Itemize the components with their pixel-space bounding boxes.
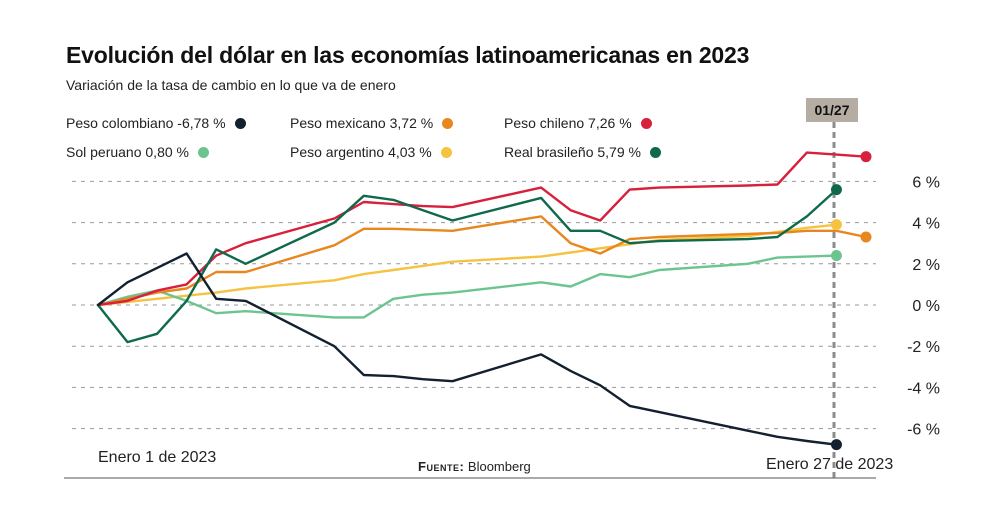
series-line-peso-argentino: [96, 223, 838, 307]
legend-dot-icon: [440, 146, 452, 158]
chart-subtitle: Variación de la tasa de cambio en lo que…: [66, 77, 396, 93]
series-end-dot-real-brasileno: [830, 184, 842, 196]
source-text: Bloomberg: [467, 459, 531, 474]
y-tick-label: 0 %: [912, 298, 940, 315]
legend-item-peso-colombiano: Peso colombiano -6,78 %: [66, 115, 246, 131]
series-end-dots: [830, 151, 872, 451]
legend-item-peso-mexicano: Peso mexicano 3,72 %: [290, 115, 454, 131]
series-lines: [96, 151, 868, 446]
date-marker-badge: 01/27: [806, 98, 858, 122]
x-end-label: Enero 27 de 2023: [766, 456, 894, 473]
legend-label: Peso colombiano -6,78 %: [66, 115, 226, 131]
series-end-dot-peso-chileno: [860, 151, 872, 163]
grid-layer: [72, 180, 876, 430]
series-line-sol-peruano: [96, 254, 838, 319]
legend-label: Sol peruano 0,80 %: [66, 144, 189, 160]
y-tick-label: -4 %: [907, 380, 940, 397]
legend-label: Peso mexicano 3,72 %: [290, 115, 434, 131]
x-start-label: Enero 1 de 2023: [98, 449, 217, 466]
legend-dot-icon: [442, 117, 454, 129]
legend-item-peso-chileno: Peso chileno 7,26 %: [504, 115, 652, 131]
series-end-dot-peso-mexicano: [860, 231, 872, 243]
series-line-peso-colombiano: [96, 252, 838, 446]
legend-dot-icon: [197, 146, 209, 158]
y-tick-label: -6 %: [907, 422, 940, 439]
y-tick-label: -2 %: [907, 339, 940, 356]
legend-dot-icon: [649, 146, 661, 158]
legend-label: Peso chileno 7,26 %: [504, 115, 632, 131]
series-end-dot-sol-peruano: [830, 250, 842, 262]
legend-label: Peso argentino 4,03 %: [290, 144, 432, 160]
series-end-dot-peso-argentino: [830, 219, 842, 231]
y-axis-ticks: -6 % -4 % -2 % 0 % 2 % 4 % 6 %: [907, 174, 940, 438]
legend-item-sol-peruano: Sol peruano 0,80 %: [66, 144, 209, 160]
legend-label: Real brasileño 5,79 %: [504, 144, 641, 160]
y-tick-label: 4 %: [912, 216, 940, 233]
y-tick-label: 6 %: [912, 174, 940, 191]
y-tick-label: 2 %: [912, 257, 940, 274]
series-line-peso-chileno: [96, 151, 868, 307]
chart-title: Evolución del dólar en las economías lat…: [66, 42, 750, 68]
legend-dot-icon: [640, 117, 652, 129]
series-line-real-brasileno: [96, 188, 838, 344]
series-end-dot-peso-colombiano: [830, 439, 842, 451]
legend-item-real-brasileno: Real brasileño 5,79 %: [504, 144, 661, 160]
source-note: Fuente: Bloomberg: [418, 459, 531, 474]
source-label: Fuente:: [418, 459, 465, 474]
legend-item-peso-argentino: Peso argentino 4,03 %: [290, 144, 452, 160]
legend-dot-icon: [234, 117, 246, 129]
